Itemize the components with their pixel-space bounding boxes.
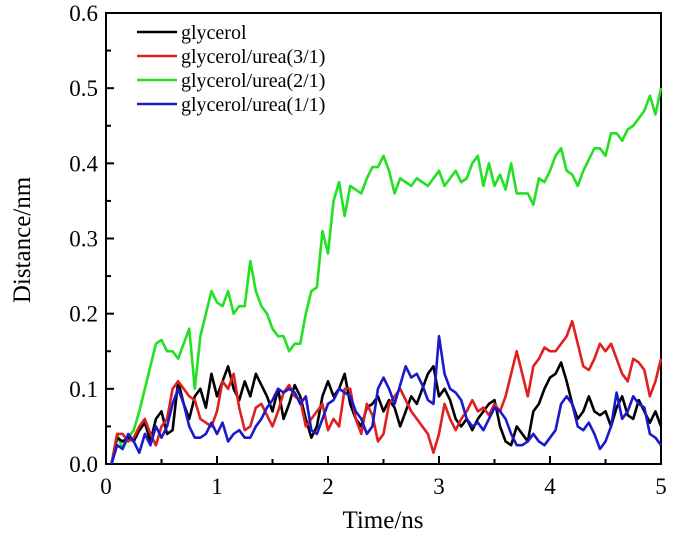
x-tick-label: 0 (100, 474, 112, 499)
y-axis-ticks: 0.0 0.1 0.2 0.3 0.4 0.5 0.6 (69, 1, 114, 477)
x-axis-title: Time/ns (342, 507, 423, 534)
y-tick-label: 0.2 (69, 302, 98, 327)
x-tick-label: 2 (322, 474, 334, 499)
series-line-glycerol-urea-2-1 (110, 87, 663, 465)
legend: glycerolglycerol/urea(3/1)glycerol/urea(… (137, 22, 325, 116)
y-tick-label: 0.5 (69, 76, 98, 101)
y-tick-label: 0.3 (69, 227, 98, 252)
series-lines (110, 87, 663, 465)
y-tick-label: 0.4 (69, 151, 98, 176)
series-line-glycerol-urea-3-1 (110, 319, 663, 465)
y-axis-title: Distance/nm (9, 176, 36, 303)
x-tick-label: 5 (655, 474, 667, 499)
x-tick-label: 4 (544, 474, 556, 499)
y-tick-label: 0.1 (69, 377, 98, 402)
x-tick-label: 3 (433, 474, 445, 499)
legend-label: glycerol/urea(3/1) (181, 46, 325, 68)
x-axis-ticks: 0 1 2 3 4 5 (100, 456, 667, 499)
legend-label: glycerol/urea(2/1) (181, 70, 325, 92)
y-tick-label: 0.0 (69, 452, 98, 477)
series-line-glycerol-urea-1-1 (110, 334, 663, 465)
legend-label: glycerol/urea(1/1) (181, 94, 325, 116)
legend-label: glycerol (181, 22, 247, 44)
series-line-glycerol (110, 361, 663, 465)
x-tick-label: 1 (211, 474, 223, 499)
y-tick-label: 0.6 (69, 1, 98, 26)
